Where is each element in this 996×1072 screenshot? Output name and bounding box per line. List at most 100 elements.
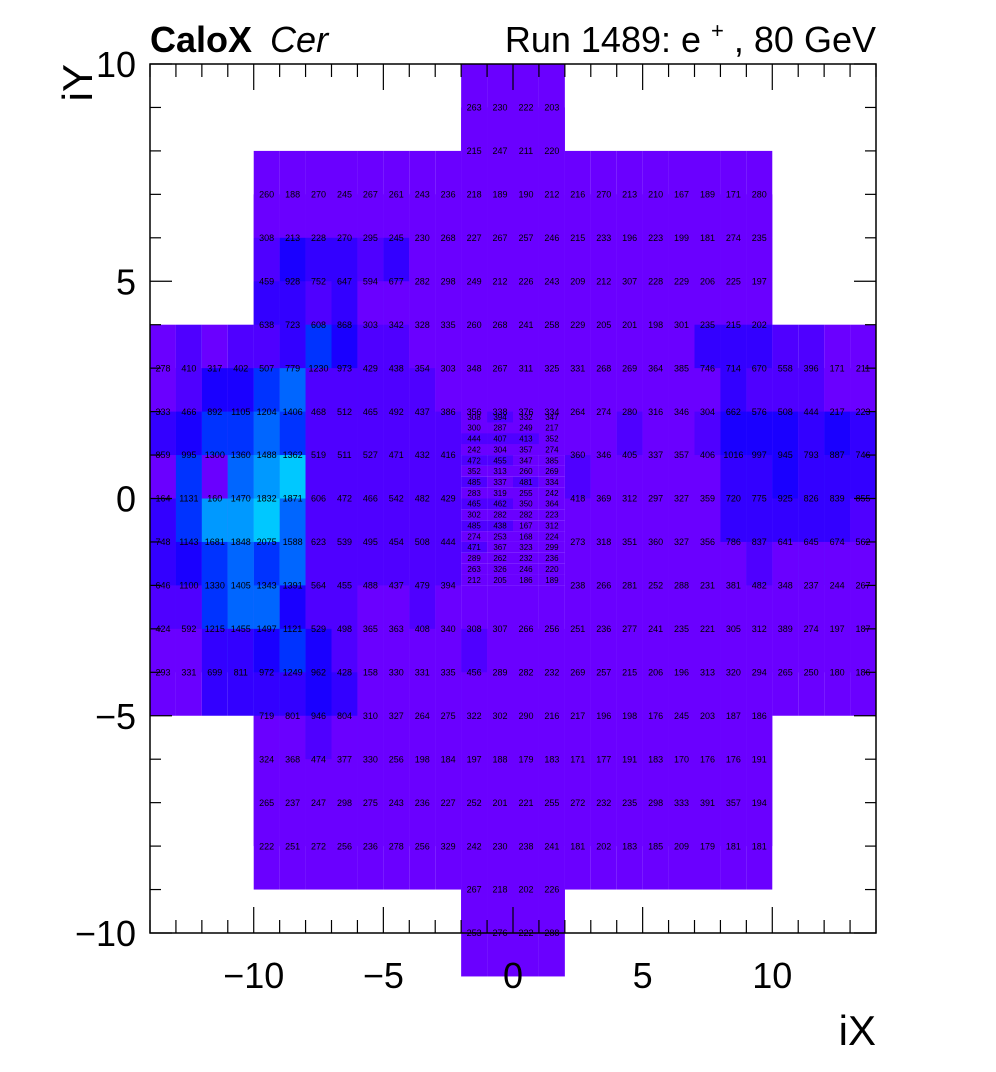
cell-value-label: 255 [519, 489, 533, 498]
cell-value-label: 1230 [309, 363, 329, 373]
cell-value-label: 196 [622, 233, 637, 243]
cell-value-label: 892 [207, 407, 222, 417]
cell-value-label: 1488 [257, 450, 277, 460]
cell-value-label: 482 [415, 494, 430, 504]
cell-value-label: 184 [441, 754, 456, 764]
cell-value-label: 357 [674, 450, 689, 460]
heatmap-cell [513, 455, 539, 466]
heatmap-cell [538, 563, 565, 575]
cell-value-label: 302 [493, 711, 508, 721]
cell-value-label: 223 [545, 511, 559, 520]
cell-value-label: 215 [570, 233, 585, 243]
cell-value-label: 330 [389, 667, 404, 677]
cell-value-label: 311 [519, 363, 533, 373]
cell-value-label: 158 [363, 667, 378, 677]
cell-value-label: 269 [622, 363, 637, 373]
cell-value-label: 413 [519, 435, 533, 444]
cell-value-label: 376 [518, 407, 533, 417]
cell-value-label: 1204 [257, 407, 277, 417]
cell-value-label: 308 [467, 413, 481, 422]
cell-value-label: 1848 [231, 537, 251, 547]
cell-value-label: 282 [518, 667, 533, 677]
cell-value-label: 437 [389, 581, 404, 591]
cell-value-label: 218 [493, 885, 508, 895]
heatmap-cell [461, 509, 488, 521]
cell-value-label: 465 [467, 500, 481, 509]
cell-value-label: 294 [752, 667, 767, 677]
heatmap-cell [746, 802, 773, 890]
heatmap-cell [668, 802, 695, 890]
heatmap-cell [383, 802, 410, 890]
cell-value-label: 257 [596, 667, 611, 677]
cell-value-label: 242 [467, 841, 482, 851]
cell-value-label: 298 [648, 798, 663, 808]
cell-value-label: 352 [467, 467, 481, 476]
cell-value-label: 327 [674, 537, 689, 547]
cell-value-label: 2075 [257, 537, 277, 547]
cell-value-label: 1121 [283, 624, 302, 634]
cell-value-label: 512 [337, 407, 352, 417]
cell-value-label: 334 [544, 407, 559, 417]
cell-value-label: 247 [493, 146, 508, 156]
heatmap-cell [331, 802, 358, 890]
cell-value-label: 265 [778, 667, 793, 677]
cell-value-label: 337 [493, 478, 507, 487]
cell-value-label: 746 [700, 363, 715, 373]
cell-value-label: 308 [467, 624, 482, 634]
cell-value-label: 606 [311, 494, 326, 504]
cell-value-label: 282 [519, 511, 533, 520]
heatmap-cell [175, 628, 202, 716]
heatmap-cell [461, 422, 488, 434]
cell-value-label: 346 [596, 450, 611, 460]
cell-value-label: 243 [415, 190, 430, 200]
cell-value-label: 183 [648, 754, 663, 764]
cell-value-label: 212 [493, 276, 508, 286]
cell-value-label: 312 [752, 624, 767, 634]
cell-value-label: 206 [648, 667, 663, 677]
heatmap-cell [513, 411, 539, 423]
cell-value-label: 313 [700, 667, 715, 677]
cell-value-label: 357 [726, 798, 741, 808]
heatmap-cell [642, 802, 669, 890]
cell-value-label: 308 [259, 233, 274, 243]
cell-value-label: 424 [155, 624, 170, 634]
cell-value-label: 199 [674, 233, 689, 243]
cell-value-label: 471 [389, 450, 404, 460]
cell-value-label: 1016 [723, 450, 743, 460]
heatmap-cell [513, 487, 539, 499]
cell-value-label: 190 [518, 190, 533, 200]
cell-value-label: 348 [778, 581, 793, 591]
cell-value-label: 223 [648, 233, 663, 243]
cell-value-label: 209 [674, 841, 689, 851]
cell-value-label: 246 [519, 565, 533, 574]
cell-value-label: 346 [674, 407, 689, 417]
cell-value-label: 699 [207, 667, 222, 677]
cell-value-label: 242 [467, 445, 481, 454]
cell-value-label: 256 [337, 841, 352, 851]
cell-value-label: 212 [544, 190, 559, 200]
cell-value-label: 233 [596, 233, 611, 243]
cell-value-label: 205 [493, 576, 507, 585]
heatmap-cell [461, 487, 488, 499]
cell-value-label: 386 [441, 407, 456, 417]
cell-value-label: 310 [363, 711, 378, 721]
cell-value-label: 327 [389, 711, 404, 721]
x-tick-label: 5 [633, 955, 653, 996]
heatmap-cell [461, 433, 488, 445]
cell-value-label: 209 [570, 276, 585, 286]
cell-value-label: 350 [519, 500, 533, 509]
cell-value-label: 183 [622, 841, 637, 851]
cell-value-label: 198 [648, 320, 663, 330]
cell-value-label: 227 [467, 233, 482, 243]
cell-value-label: 197 [830, 624, 845, 634]
cell-value-label: 218 [467, 190, 482, 200]
cell-value-label: 230 [493, 841, 508, 851]
cell-value-label: 223 [856, 407, 871, 417]
cell-value-label: 267 [493, 233, 508, 243]
cell-value-label: 221 [518, 798, 533, 808]
cell-value-label: 186 [519, 576, 533, 585]
heatmap-cell [538, 476, 565, 488]
cell-value-label: 305 [726, 624, 741, 634]
cell-value-label: 267 [467, 885, 482, 895]
cell-value-label: 623 [311, 537, 326, 547]
